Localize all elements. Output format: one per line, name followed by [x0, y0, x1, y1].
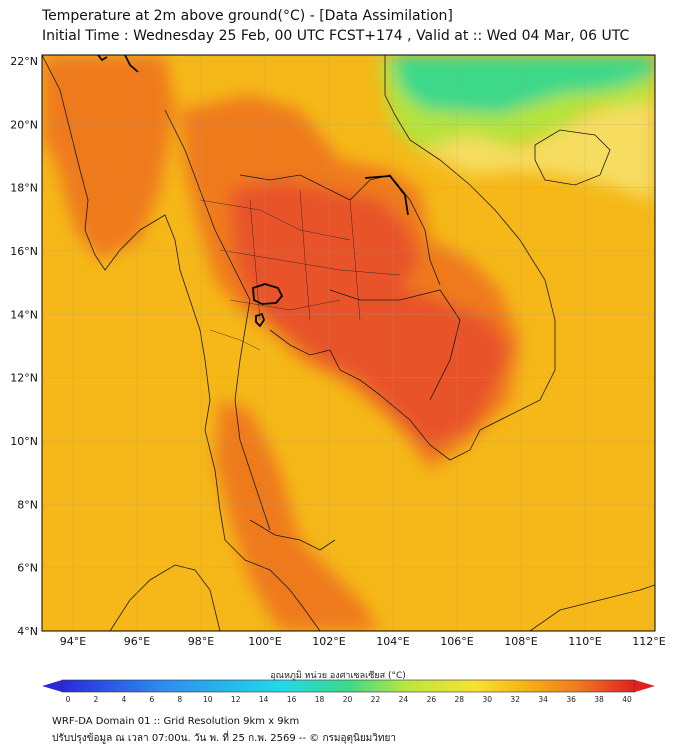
contour-nw-small: [97, 55, 108, 62]
lon-tick-label: 94°E: [60, 635, 86, 648]
contour-northwest: [124, 55, 139, 73]
colorbar-tick-label: 2: [94, 695, 99, 704]
hot-region-cambodia: [320, 280, 510, 440]
lon-tick-label: 112°E: [632, 635, 665, 648]
colorbar: 0 2 4 6 8 10 12 14 16 18 20 22 24 26 28 30 32 34 36 38 40: [42, 679, 655, 704]
colorbar-tick-label: 32: [510, 695, 520, 704]
colorbar-tick-label: 36: [566, 695, 576, 704]
colorbar-tick-label: 8: [177, 695, 182, 704]
lon-tick-label: 102°E: [312, 635, 345, 648]
map-frame: [41, 54, 656, 632]
colorbar-tick-label: 16: [287, 695, 297, 704]
borders-coastlines: [42, 55, 655, 631]
border-malaysia: [249, 519, 336, 551]
colorbar-tick-label: 30: [482, 695, 492, 704]
lat-tick-label: 16°N: [10, 245, 38, 258]
lat-tick-label: 8°N: [17, 498, 38, 511]
coastline-hainan: [534, 129, 611, 186]
cool-region-core: [390, 55, 655, 115]
lat-tick-label: 18°N: [10, 182, 38, 195]
coastline-gulf-north: [269, 329, 481, 461]
colorbar-tick-label: 12: [231, 695, 241, 704]
colorbar-min-arrow: [42, 680, 62, 692]
lon-tick-label: 110°E: [568, 635, 601, 648]
colorbar-tick-label: 0: [66, 695, 71, 704]
coastline-myanmar: [42, 55, 226, 541]
latitude-axis: 22°N 20°N 18°N 16°N 14°N 12°N 10°N 8°N 6°N 4°N: [10, 55, 38, 638]
contour-bangkok: [252, 283, 284, 305]
light-yellow-coast: [420, 100, 655, 200]
colorbar-tick-label: 34: [538, 695, 548, 704]
colorbar-tick-label: 14: [259, 695, 269, 704]
lat-tick-label: 4°N: [17, 625, 38, 638]
lon-tick-label: 104°E: [376, 635, 409, 648]
colorbar-ticks: 0 2 4 6 8 10 12 14 16 18 20 22 24 26 28 30 32 34 36 38 40: [66, 695, 632, 704]
colorbar-tick-label: 40: [622, 695, 632, 704]
colorbar-tick-label: 24: [399, 695, 409, 704]
lat-tick-label: 14°N: [10, 308, 38, 321]
border-cambodia: [329, 289, 461, 401]
borneo-coast: [529, 584, 655, 631]
colorbar-tick-label: 10: [203, 695, 213, 704]
colorbar-tick-label: 28: [455, 695, 465, 704]
lon-tick-label: 96°E: [124, 635, 150, 648]
contour-north-laos: [364, 175, 409, 216]
lat-tick-label: 10°N: [10, 435, 38, 448]
provinces: [199, 189, 401, 351]
colorbar-tick-label: 20: [343, 695, 353, 704]
colorbar-tick-label: 18: [315, 695, 325, 704]
lon-tick-label: 106°E: [440, 635, 473, 648]
colorbar-max-arrow: [635, 680, 655, 692]
lon-tick-label: 108°E: [504, 635, 537, 648]
colorbar-tick-label: 22: [371, 695, 381, 704]
title-line-2: Initial Time : Wednesday 25 Feb, 00 UTC …: [42, 28, 630, 44]
footer-line-1: WRF-DA Domain 01 :: Grid Resolution 9km …: [52, 716, 300, 727]
hot-region-peninsula: [215, 400, 380, 631]
lon-tick-label: 100°E: [248, 635, 281, 648]
map-field: [42, 55, 655, 631]
title-line-1: Temperature at 2m above ground(°C) - [Da…: [42, 8, 453, 24]
colorbar-tick-label: 26: [427, 695, 437, 704]
coastline-gulf: [224, 539, 321, 631]
lat-tick-label: 6°N: [17, 562, 38, 575]
longitude-axis: 94°E 96°E 98°E 100°E 102°E 104°E 106°E 108°E 110…: [60, 635, 666, 648]
border-laos: [239, 174, 441, 286]
footer-line-2: ปรับปรุงข้อมูล ณ เวลา 07:00น. วัน พ. ที่…: [52, 733, 396, 744]
border-thailand-myanmar: [164, 109, 271, 531]
lat-tick-label: 22°N: [10, 55, 38, 68]
colorbar-tick-label: 6: [149, 695, 154, 704]
colorbar-tick-label: 38: [594, 695, 604, 704]
colorbar-label: อุณหภูมิ หน่วย องศาเซลเซียส (°C): [270, 671, 406, 681]
lon-tick-label: 98°E: [188, 635, 214, 648]
gridlines: [42, 55, 655, 631]
sumatra-coast: [109, 564, 221, 631]
colorbar-tick-label: 4: [122, 695, 127, 704]
coastline-vietnam: [384, 55, 556, 431]
hot-region-west: [42, 55, 175, 260]
lat-tick-label: 12°N: [10, 372, 38, 385]
map-title: Temperature at 2m above ground(°C) - [Da…: [42, 6, 629, 46]
lat-tick-label: 20°N: [10, 118, 38, 131]
